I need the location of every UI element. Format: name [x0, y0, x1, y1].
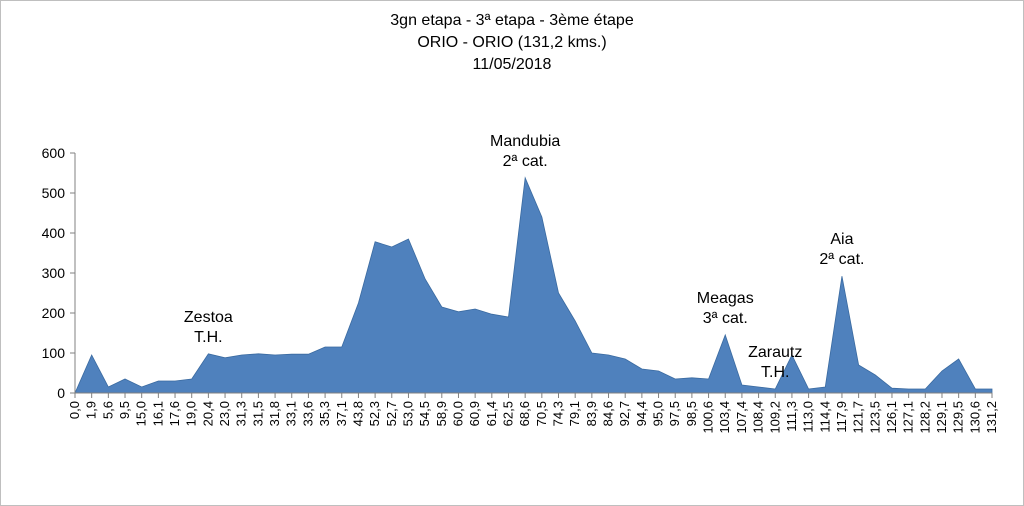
x-tick-label: 0,0	[67, 401, 82, 419]
x-tick-label: 130,6	[967, 401, 982, 434]
annotation-label: Aia	[830, 231, 853, 248]
x-tick-label: 114,4	[817, 401, 832, 433]
x-tick-label: 31,3	[234, 401, 249, 426]
annotation-label: T.H.	[194, 329, 222, 346]
y-tick-label: 500	[42, 185, 66, 201]
x-tick-label: 52,3	[367, 401, 382, 426]
x-tick-label: 37,1	[334, 401, 349, 426]
title-line-1: 3gn etapa - 3ª etapa - 3ème étape	[390, 12, 634, 29]
x-tick-label: 9,5	[117, 401, 132, 419]
annotation-label: T.H.	[761, 364, 789, 381]
x-tick-label: 31,5	[250, 401, 265, 426]
y-tick-label: 0	[57, 385, 65, 401]
x-tick-label: 111,3	[784, 401, 799, 432]
annotation-label: Zarautz	[748, 344, 802, 361]
x-tick-label: 129,5	[951, 401, 966, 434]
x-tick-label: 128,2	[917, 401, 932, 434]
x-tick-label: 19,0	[184, 401, 199, 426]
x-tick-label: 123,5	[867, 401, 882, 434]
annotation-label: Zestoa	[184, 309, 233, 326]
x-tick-label: 60,9	[467, 401, 482, 426]
x-tick-label: 70,5	[534, 401, 549, 426]
x-tick-label: 97,5	[667, 401, 682, 426]
x-tick-label: 62,5	[500, 401, 515, 426]
title-line-2: ORIO - ORIO (131,2 kms.)	[417, 34, 607, 51]
y-tick-label: 400	[42, 225, 66, 241]
x-tick-label: 121,7	[851, 401, 866, 434]
x-tick-label: 54,5	[417, 401, 432, 426]
x-tick-label: 35,3	[317, 401, 332, 426]
annotation-label: 2ª cat.	[503, 153, 548, 170]
x-tick-label: 74,3	[551, 401, 566, 426]
x-tick-label: 100,6	[701, 401, 716, 434]
annotation-label: Meagas	[697, 290, 754, 307]
annotation-label: 2ª cat.	[819, 251, 864, 268]
x-tick-label: 61,4	[484, 401, 499, 426]
annotation-label: 3ª cat.	[703, 310, 748, 327]
x-tick-label: 98,5	[684, 401, 699, 426]
x-tick-label: 31,8	[267, 401, 282, 426]
x-tick-label: 58,9	[434, 401, 449, 426]
x-tick-label: 131,2	[984, 401, 999, 434]
x-tick-label: 68,6	[517, 401, 532, 426]
x-tick-label: 117,9	[834, 401, 849, 433]
x-tick-label: 53,0	[400, 401, 415, 426]
x-tick-label: 20,4	[200, 401, 215, 426]
x-tick-label: 79,1	[567, 401, 582, 426]
x-tick-label: 15,0	[134, 401, 149, 426]
annotation-label: Mandubia	[490, 133, 560, 150]
y-tick-label: 600	[42, 145, 66, 161]
x-tick-label: 16,1	[150, 401, 165, 426]
x-tick-label: 103,4	[717, 401, 732, 434]
y-tick-label: 100	[42, 345, 66, 361]
x-tick-label: 33,6	[300, 401, 315, 426]
x-tick-label: 129,1	[934, 401, 949, 434]
y-tick-label: 200	[42, 305, 66, 321]
x-tick-label: 5,6	[100, 401, 115, 419]
x-tick-label: 108,4	[751, 401, 766, 434]
x-tick-label: 83,9	[584, 401, 599, 426]
x-tick-label: 92,7	[617, 401, 632, 426]
title-line-3: 11/05/2018	[472, 56, 552, 73]
x-tick-label: 1,9	[84, 401, 99, 419]
elevation-area-series	[74, 176, 993, 394]
x-tick-label: 17,6	[167, 401, 182, 426]
x-tick-label: 52,7	[384, 401, 399, 426]
x-tick-label: 84,6	[601, 401, 616, 426]
x-tick-label: 113,0	[801, 401, 816, 433]
x-tick-label: 23,0	[217, 401, 232, 426]
x-tick-label: 127,1	[901, 401, 916, 434]
y-tick-label: 300	[42, 265, 66, 281]
x-tick-label: 109,2	[767, 401, 782, 434]
x-tick-label: 107,4	[734, 401, 749, 434]
x-tick-label: 43,8	[350, 401, 365, 426]
x-tick-label: 33,1	[284, 401, 299, 426]
x-tick-label: 126,1	[884, 401, 899, 434]
chart-title: 3gn etapa - 3ª etapa - 3ème étape ORIO -…	[0, 10, 1024, 76]
x-tick-label: 95,0	[651, 401, 666, 426]
x-tick-label: 94,4	[634, 401, 649, 426]
x-tick-label: 60,0	[450, 401, 465, 426]
